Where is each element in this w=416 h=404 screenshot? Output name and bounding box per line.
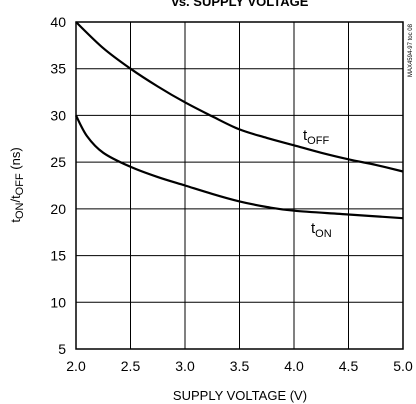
chart-title: vs. SUPPLY VOLTAGE bbox=[172, 0, 309, 9]
x-axis-title: SUPPLY VOLTAGE (V) bbox=[173, 388, 307, 403]
y-tick-label: 40 bbox=[50, 14, 66, 30]
series-line-tOFF bbox=[75, 21, 404, 173]
y-tick-label: 20 bbox=[50, 201, 66, 217]
x-tick-label: 5.0 bbox=[393, 358, 413, 374]
y-tick-label: 35 bbox=[50, 61, 66, 77]
series-layer bbox=[75, 21, 404, 220]
x-tick-label: 3.0 bbox=[175, 358, 195, 374]
x-tick-label: 2.5 bbox=[121, 358, 141, 374]
series-labels: tOFF tON bbox=[303, 127, 332, 240]
y-tick-label: 30 bbox=[50, 107, 66, 123]
plot-frame bbox=[75, 21, 404, 350]
series-label-tOFF: tOFF bbox=[303, 127, 329, 147]
y-tick-label: 15 bbox=[50, 248, 66, 264]
x-tick-label: 4.5 bbox=[339, 358, 359, 374]
tick-labels: 2.0 2.5 3.0 3.5 4.0 4.5 5.0 5 10 15 20 25 30 35 40 bbox=[50, 14, 413, 374]
grid bbox=[75, 21, 404, 350]
x-tick-label: 2.0 bbox=[66, 358, 86, 374]
x-tick-label: 3.5 bbox=[230, 358, 250, 374]
y-tick-label: 25 bbox=[50, 154, 66, 170]
y-axis-title: tON/tOFF (ns) bbox=[8, 147, 26, 222]
series-line-tON bbox=[75, 114, 404, 220]
x-tick-label: 4.0 bbox=[284, 358, 304, 374]
y-tick-label: 5 bbox=[58, 341, 66, 357]
y-tick-label: 10 bbox=[50, 294, 66, 310]
series-label-tON: tON bbox=[311, 220, 332, 240]
watermark: MAX4594-97 toc 08 bbox=[408, 23, 414, 77]
